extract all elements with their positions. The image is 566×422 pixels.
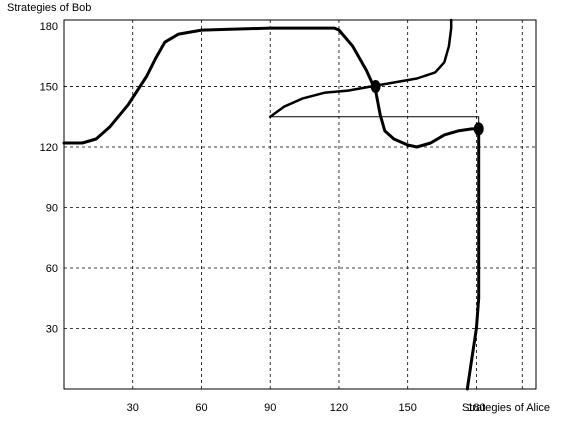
x-tick-label: 60 — [195, 402, 207, 414]
series-group — [62, 18, 481, 391]
series-line-1 — [62, 26, 478, 149]
grid — [64, 20, 536, 389]
x-tick-label: 30 — [127, 402, 139, 414]
y-tick-label: 150 — [40, 82, 58, 94]
series-line-2 — [465, 127, 481, 391]
markers-group — [370, 80, 484, 136]
y-tick-label: 120 — [40, 142, 58, 154]
intersection-marker — [370, 80, 381, 94]
y-tick-label: 30 — [46, 324, 58, 336]
x-axis-label: Strategies of Alice — [462, 402, 550, 414]
y-tick-label: 180 — [40, 21, 58, 33]
plot-frame — [63, 19, 537, 390]
x-ticks: 30 60 90 120 150 180 — [127, 402, 486, 414]
y-axis-label: Strategies of Bob — [7, 2, 91, 14]
x-tick-label: 180 — [467, 402, 485, 414]
series-line-4 — [269, 116, 480, 130]
y-tick-label: 60 — [46, 263, 58, 275]
y-tick-label: 90 — [46, 203, 58, 215]
x-tick-label: 120 — [330, 402, 348, 414]
x-tick-label: 150 — [399, 402, 417, 414]
y-ticks: 30 60 90 120 150 180 — [40, 21, 58, 335]
intersection-marker — [473, 122, 484, 136]
series-line-3 — [268, 18, 453, 119]
x-tick-label: 90 — [264, 402, 276, 414]
